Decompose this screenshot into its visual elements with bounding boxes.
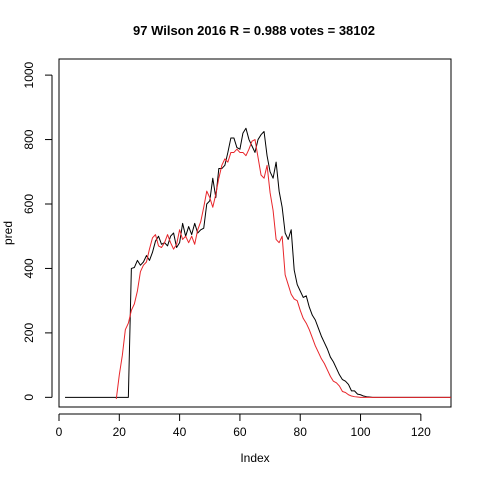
y-tick-label: 400	[22, 258, 36, 278]
y-tick-label: 1000	[22, 61, 36, 88]
y-tick-label: 0	[22, 394, 36, 401]
chart-title: 97 Wilson 2016 R = 0.988 votes = 38102	[133, 23, 375, 38]
x-axis-label: Index	[240, 451, 269, 465]
y-axis: 0 200 400 600 800 1000	[22, 61, 53, 401]
x-tick-label: 100	[351, 425, 371, 439]
y-tick-label: 800	[22, 129, 36, 149]
x-tick-label: 0	[56, 425, 63, 439]
plot-frame	[58, 58, 452, 408]
x-tick-label: 40	[173, 425, 187, 439]
x-tick-label: 60	[233, 425, 247, 439]
y-axis-label: pred	[1, 221, 15, 245]
x-tick-label: 80	[294, 425, 308, 439]
series-layer	[65, 127, 451, 400]
y-tick-label: 600	[22, 194, 36, 214]
x-axis: 0 20 40 60 80 100 120	[56, 413, 431, 439]
x-tick-label: 20	[113, 425, 127, 439]
y-tick-label: 200	[22, 323, 36, 343]
series-1	[115, 139, 451, 400]
x-tick-label: 120	[411, 425, 431, 439]
series-1-line	[115, 139, 451, 400]
